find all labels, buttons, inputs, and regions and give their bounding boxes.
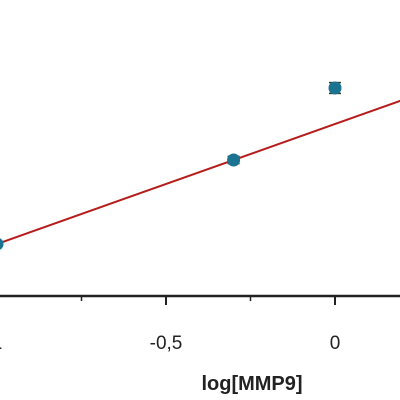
x-axis-title: log[MMP9] — [201, 373, 302, 395]
data-point — [227, 153, 241, 167]
x-tick-label: 0 — [330, 333, 341, 354]
regression-line — [0, 99, 400, 244]
x-tick-label: 1 — [0, 333, 2, 354]
data-point — [0, 238, 4, 250]
data-point — [328, 81, 342, 95]
x-tick-label: -0,5 — [150, 333, 183, 354]
